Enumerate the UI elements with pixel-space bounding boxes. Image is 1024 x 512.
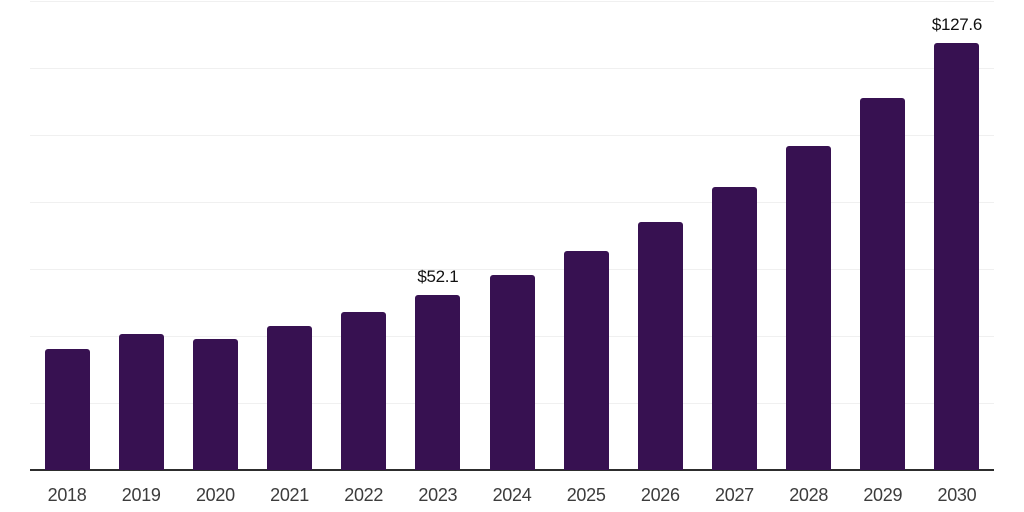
gridline-100: [30, 135, 994, 136]
x-tick-2029: 2029: [863, 485, 903, 505]
x-tick-2028: 2028: [789, 485, 829, 505]
x-tick-2030: 2030: [937, 485, 977, 505]
bar-2021: [267, 326, 313, 470]
bar-2025: [563, 250, 609, 470]
bar-2024: [489, 275, 535, 470]
gridline-80: [30, 202, 994, 203]
bar-2029: [860, 98, 906, 470]
gridline-120: [30, 68, 994, 69]
bar-2026: [637, 222, 683, 470]
x-tick-2027: 2027: [715, 485, 754, 505]
bar-2022: [341, 311, 387, 470]
bar-value-label-2023: $52.1: [417, 267, 459, 287]
bar-2019: [118, 334, 164, 470]
bar-2020: [192, 339, 238, 470]
x-tick-2020: 2020: [195, 485, 235, 505]
bar-2027: [711, 186, 757, 470]
x-tick-2025: 2025: [566, 485, 606, 505]
gridline-140: [30, 1, 994, 2]
bar-value-label-2030: $127.6: [931, 14, 983, 34]
x-tick-2026: 2026: [640, 485, 680, 505]
x-tick-2018: 2018: [47, 485, 87, 505]
x-tick-2024: 2024: [492, 485, 532, 505]
bar-2018: [44, 349, 90, 470]
x-tick-2023: 2023: [418, 485, 458, 505]
x-axis-line: [30, 469, 994, 471]
bar-2023: [415, 295, 461, 470]
gridline-60: [30, 269, 994, 270]
bar-2028: [786, 146, 832, 470]
x-tick-2022: 2022: [344, 485, 384, 505]
x-tick-2021: 2021: [270, 485, 309, 505]
bar-2030: [934, 42, 980, 470]
x-tick-2019: 2019: [121, 485, 161, 505]
